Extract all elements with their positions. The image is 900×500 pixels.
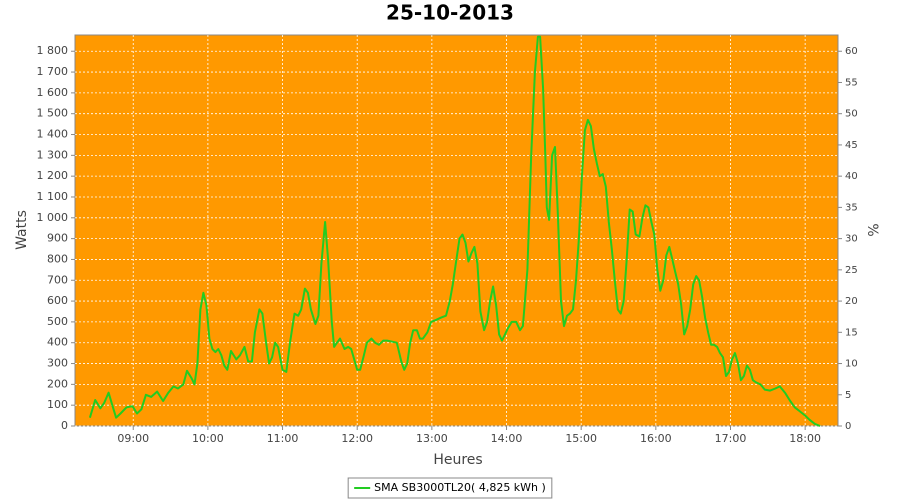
y2-tick-label: 35 bbox=[845, 202, 858, 213]
x-tick-label: 14:00 bbox=[491, 432, 523, 445]
y2-tick-label: 15 bbox=[845, 327, 858, 338]
legend-label: SMA SB3000TL20( 4,825 kWh ) bbox=[374, 481, 546, 494]
x-tick-label: 10:00 bbox=[192, 432, 224, 445]
y-tick-label: 500 bbox=[47, 315, 68, 328]
y-tick-label: 100 bbox=[47, 398, 68, 411]
x-axis-label: Heures bbox=[433, 452, 482, 468]
y2-tick-label: 5 bbox=[845, 390, 851, 401]
x-tick-label: 12:00 bbox=[341, 432, 373, 445]
series-line bbox=[88, 35, 821, 427]
y2-tick-label: 45 bbox=[845, 140, 858, 151]
y2-tick-label: 40 bbox=[845, 171, 858, 182]
y-tick-label: 700 bbox=[47, 273, 68, 286]
y2-tick-label: 30 bbox=[845, 234, 858, 245]
y2-tick-label: 0 bbox=[845, 421, 851, 432]
y-tick-label: 400 bbox=[47, 336, 68, 349]
y-tick-label: 1 000 bbox=[37, 211, 69, 224]
x-tick-label: 11:00 bbox=[267, 432, 299, 445]
y2-tick-label: 60 bbox=[845, 46, 858, 57]
y-tick-label: 1 800 bbox=[37, 44, 69, 57]
y-axis-label: Watts bbox=[14, 210, 30, 250]
y-tick-label: 600 bbox=[47, 294, 68, 307]
y-tick-label: 800 bbox=[47, 252, 68, 265]
y-tick-label: 1 100 bbox=[37, 190, 69, 203]
x-tick-label: 09:00 bbox=[117, 432, 149, 445]
y-tick-label: 1 500 bbox=[37, 107, 69, 120]
x-tick-label: 13:00 bbox=[416, 432, 448, 445]
y2-tick-label: 55 bbox=[845, 77, 858, 88]
y-tick-label: 1 400 bbox=[37, 128, 69, 141]
legend-box bbox=[347, 477, 553, 499]
y-tick-label: 1 700 bbox=[37, 65, 69, 78]
chart-title: 25-10-2013 bbox=[386, 1, 514, 25]
y2-axis-label: % bbox=[864, 223, 880, 236]
y2-tick-label: 10 bbox=[845, 359, 858, 370]
x-tick-label: 17:00 bbox=[715, 432, 747, 445]
y-tick-label: 200 bbox=[47, 377, 68, 390]
x-tick-label: 15:00 bbox=[565, 432, 597, 445]
plot-area bbox=[74, 34, 839, 427]
y-tick-label: 300 bbox=[47, 357, 68, 370]
y2-tick-label: 50 bbox=[845, 109, 858, 120]
y-tick-label: 900 bbox=[47, 232, 68, 245]
y-tick-label: 1 600 bbox=[37, 86, 69, 99]
y-tick-label: 1 200 bbox=[37, 169, 69, 182]
y-tick-label: 1 300 bbox=[37, 148, 69, 161]
x-tick-label: 16:00 bbox=[640, 432, 672, 445]
legend: SMA SB3000TL20( 4,825 kWh ) bbox=[347, 477, 553, 499]
y2-tick-label: 25 bbox=[845, 265, 858, 276]
x-tick-label: 18:00 bbox=[789, 432, 821, 445]
y2-tick-label: 20 bbox=[845, 296, 858, 307]
y-tick-label: 0 bbox=[61, 419, 68, 432]
